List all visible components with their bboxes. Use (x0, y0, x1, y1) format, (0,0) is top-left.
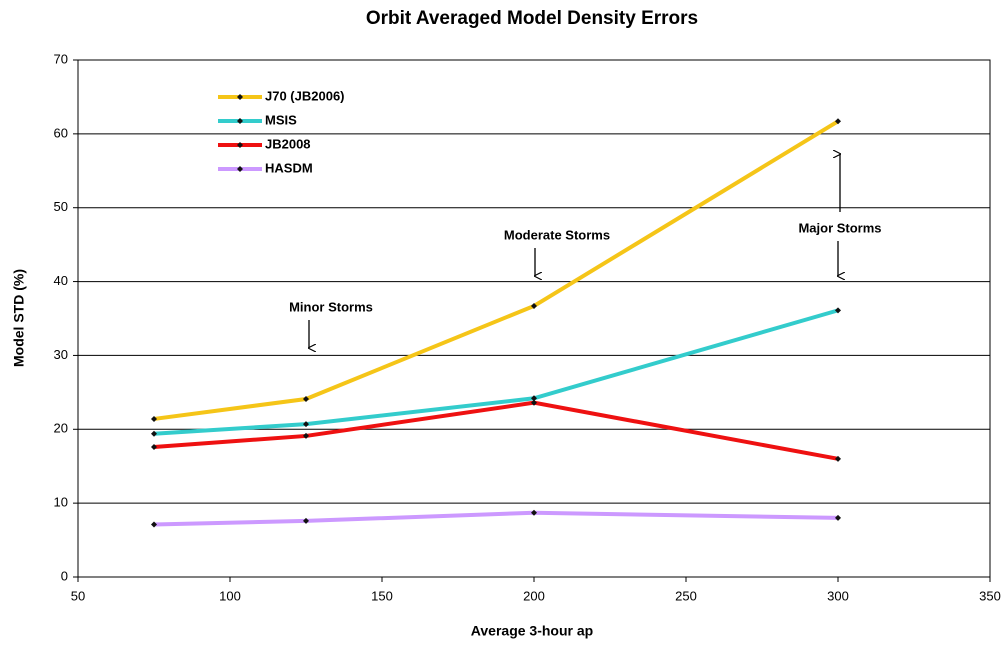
data-point (303, 396, 309, 403)
y-tick-label: 70 (54, 51, 68, 66)
y-tick-label: 40 (54, 273, 68, 288)
data-point (835, 118, 841, 125)
x-tick-label: 350 (979, 588, 1001, 603)
annotation-arrows (309, 154, 840, 348)
x-tick-label: 200 (523, 588, 545, 603)
legend-label: J70 (JB2006) (265, 88, 345, 103)
legend-marker (237, 142, 243, 148)
data-point (303, 432, 309, 439)
legend-marker (237, 166, 243, 172)
plot-area (77, 59, 991, 578)
data-point (151, 444, 157, 451)
data-point (303, 421, 309, 428)
x-tick-label: 150 (371, 588, 393, 603)
data-point (835, 514, 841, 521)
x-tick-label: 300 (827, 588, 849, 603)
data-point (835, 455, 841, 462)
data-point (151, 430, 157, 437)
annotation: Major Storms (798, 220, 881, 235)
y-axis-label: Model STD (%) (11, 269, 27, 367)
data-point (531, 509, 537, 516)
annotation: Minor Storms (289, 299, 373, 314)
data-point (531, 302, 537, 309)
y-tick-label: 30 (54, 347, 68, 362)
legend-label: HASDM (265, 160, 313, 175)
x-tick-label: 250 (675, 588, 697, 603)
legend-marker (237, 118, 243, 124)
series-line (153, 119, 840, 421)
x-axis-label: Average 3-hour ap (471, 623, 593, 639)
x-tick-label: 50 (71, 588, 85, 603)
y-tick-label: 50 (54, 199, 68, 214)
x-tick-label: 100 (219, 588, 241, 603)
series-line (153, 308, 839, 436)
data-point (151, 415, 157, 422)
legend-label: MSIS (265, 112, 297, 127)
data-point (151, 521, 157, 528)
y-tick-label: 60 (54, 125, 68, 140)
y-tick-label: 0 (61, 568, 68, 583)
series-line (153, 510, 839, 527)
chart-title: Orbit Averaged Model Density Errors (366, 8, 698, 29)
y-tick-label: 10 (54, 495, 68, 510)
data-point (835, 307, 841, 314)
legend-label: JB2008 (265, 136, 311, 151)
annotation: Moderate Storms (504, 227, 610, 242)
data-point (303, 517, 309, 524)
data-point (531, 399, 537, 406)
legend-marker (237, 94, 243, 100)
data-point (531, 395, 537, 402)
y-tick-label: 20 (54, 421, 68, 436)
series-line (153, 400, 839, 461)
